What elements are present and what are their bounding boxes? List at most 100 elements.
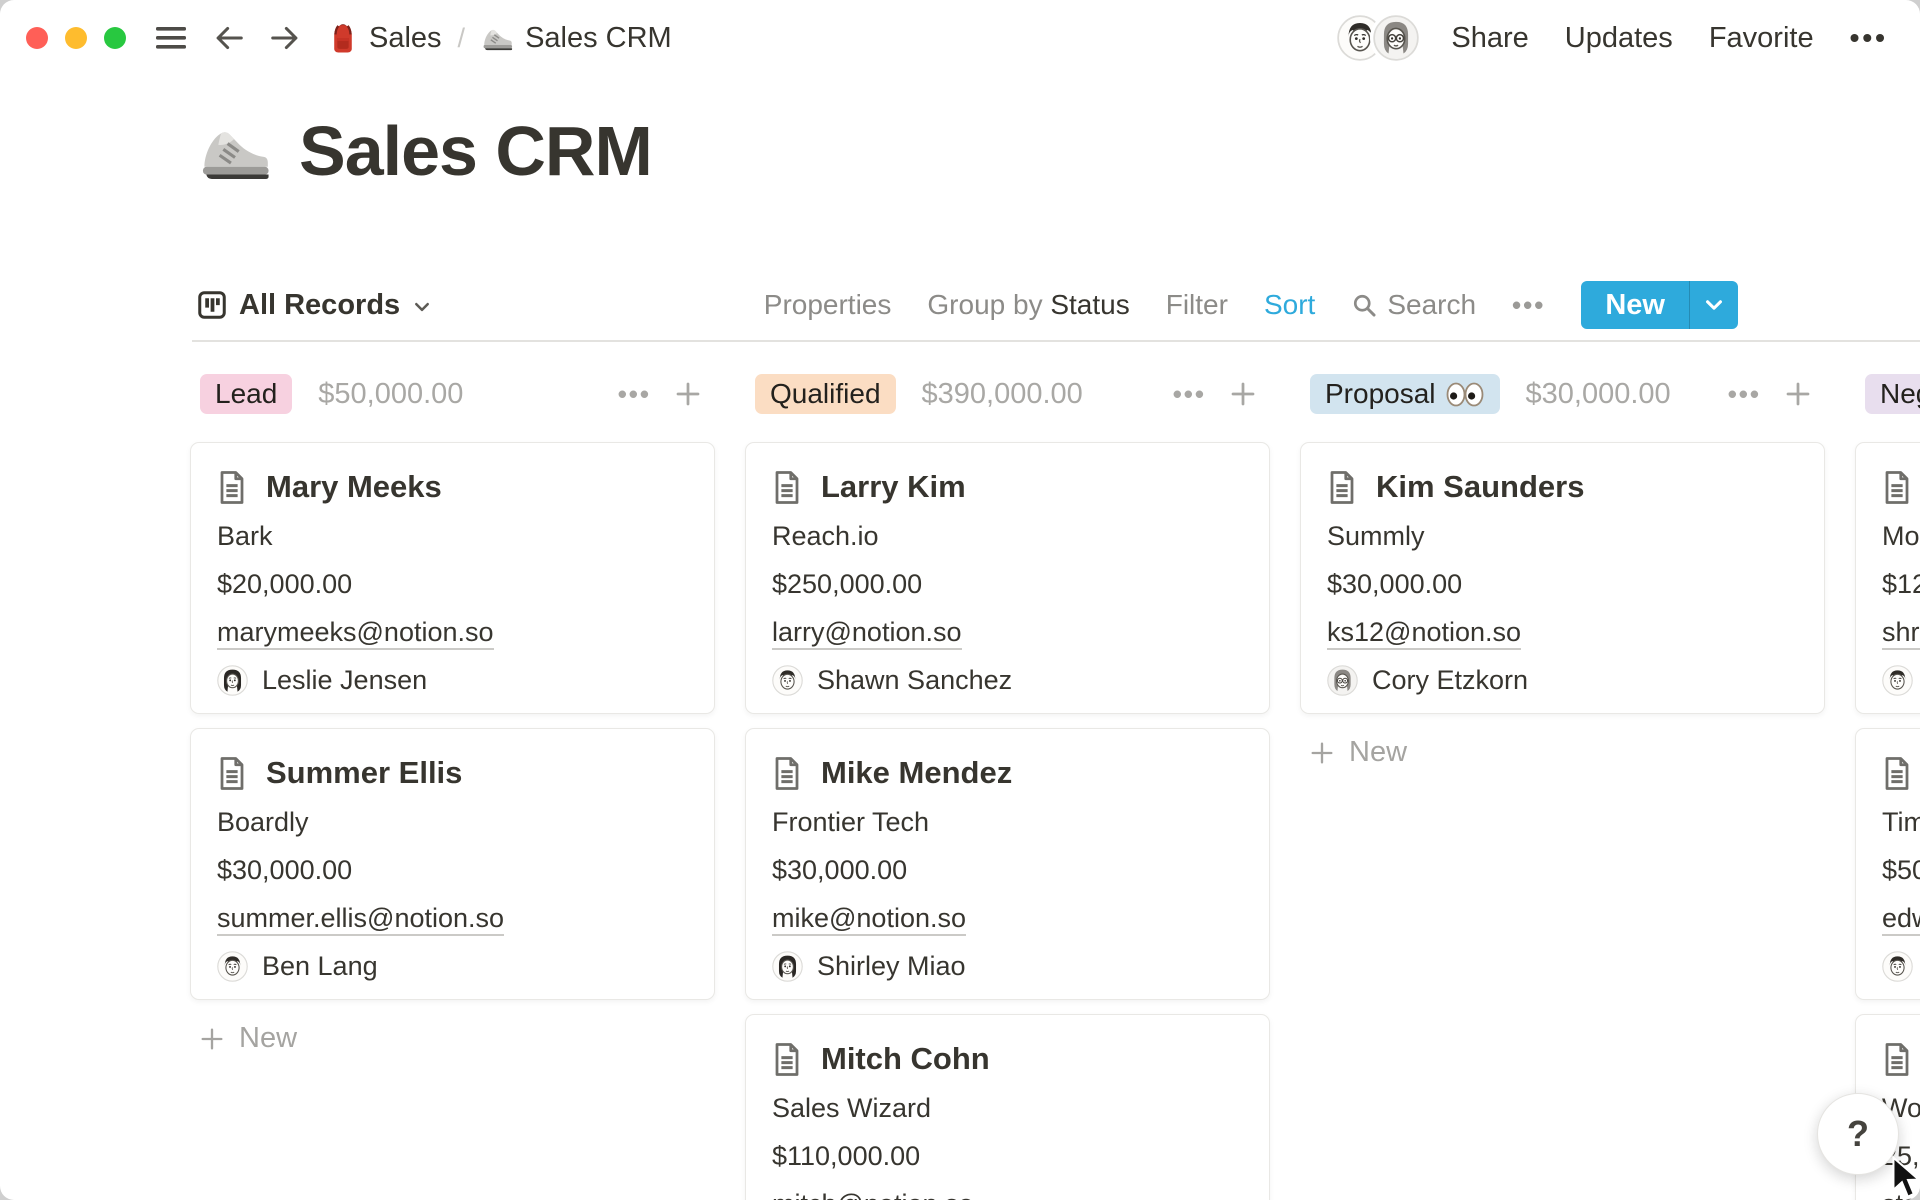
- company-field: Sales Wizard: [772, 1093, 932, 1123]
- status-badge-proposal[interactable]: Proposal: [1310, 374, 1500, 414]
- toolbar-divider: [192, 340, 1920, 342]
- document-icon: [1330, 470, 1354, 504]
- amount-field: $250,000.00: [772, 569, 923, 599]
- record-card[interactable]: Mary Meeks Bark $20,000.00 marymeeks@not…: [190, 442, 715, 714]
- record-card[interactable]: E Tims $50, edwi H: [1855, 728, 1920, 1000]
- person-avatar-icon: [217, 665, 248, 696]
- share-button[interactable]: Share: [1451, 21, 1529, 54]
- breadcrumb-sales[interactable]: Sales: [328, 22, 442, 55]
- amount-field: $20,000.00: [217, 569, 353, 599]
- assignee: Ben Lang: [217, 951, 688, 982]
- add-new-card-button[interactable]: New: [198, 1022, 715, 1055]
- record-card[interactable]: S Mod $125 shria B: [1855, 442, 1920, 714]
- column-add-button[interactable]: [1228, 379, 1258, 409]
- new-record-dropdown-button[interactable]: [1689, 281, 1738, 329]
- column-more-button[interactable]: •••: [1727, 378, 1761, 409]
- status-badge-negotiation[interactable]: Neg: [1865, 374, 1920, 414]
- card-title: Mike Mendez: [821, 755, 1013, 790]
- document-icon: [1885, 1042, 1909, 1076]
- column-more-button[interactable]: •••: [1172, 378, 1206, 409]
- email-link[interactable]: shria: [1882, 617, 1920, 650]
- email-link[interactable]: mike@notion.so: [772, 903, 966, 936]
- window-titlebar: Sales / Sales CRM Share Updates Favorite…: [0, 0, 1920, 76]
- add-new-card-button[interactable]: New: [1308, 736, 1825, 769]
- email-link[interactable]: mitch@notion.so: [772, 1189, 974, 1200]
- sort-button[interactable]: Sort: [1263, 289, 1316, 320]
- page-icon-sneaker[interactable]: [197, 120, 273, 182]
- company-field: Reach.io: [772, 521, 879, 551]
- search-button[interactable]: Search: [1351, 289, 1476, 321]
- assignee: Leslie Jensen: [217, 665, 688, 696]
- record-card[interactable]: Mitch Cohn Sales Wizard $110,000.00 mitc…: [745, 1014, 1270, 1200]
- plus-icon: [1311, 742, 1333, 763]
- document-icon: [775, 1042, 799, 1076]
- record-card[interactable]: Summer Ellis Boardly $30,000.00 summer.e…: [190, 728, 715, 1000]
- email-link[interactable]: stap: [1882, 1189, 1920, 1200]
- updates-button[interactable]: Updates: [1564, 21, 1673, 54]
- breadcrumb-sales-crm[interactable]: Sales CRM: [481, 22, 672, 55]
- properties-button[interactable]: Properties: [763, 289, 892, 320]
- record-card[interactable]: Larry Kim Reach.io $250,000.00 larry@not…: [745, 442, 1270, 714]
- view-more-button[interactable]: •••: [1512, 289, 1546, 320]
- card-title: Kim Saunders: [1376, 469, 1585, 504]
- eyes-icon: [1446, 382, 1483, 406]
- page-title[interactable]: Sales CRM: [299, 112, 653, 190]
- amount-field: $30,000.00: [772, 855, 908, 885]
- assignee-name: Leslie Jensen: [262, 665, 428, 695]
- backpack-icon: [333, 23, 353, 54]
- person-avatar-icon: [1882, 665, 1913, 696]
- status-badge-lead[interactable]: Lead: [200, 374, 293, 414]
- company-field: Bark: [217, 521, 273, 551]
- assignee: Cory Etzkorn: [1327, 665, 1798, 696]
- breadcrumb-label: Sales CRM: [525, 21, 672, 54]
- company-field: Tims: [1882, 807, 1920, 837]
- favorite-button[interactable]: Favorite: [1708, 21, 1814, 54]
- email-link[interactable]: ks12@notion.so: [1327, 617, 1522, 650]
- person-avatar-icon: [1882, 951, 1913, 982]
- column-total: $50,000.00: [318, 377, 464, 410]
- company-field: Boardly: [217, 807, 309, 837]
- amount-field: $30,000.00: [217, 855, 353, 885]
- company-field: Mod: [1882, 521, 1920, 551]
- back-button[interactable]: [212, 23, 246, 53]
- collaborator-avatar: [1373, 15, 1420, 61]
- column-more-button[interactable]: •••: [617, 378, 651, 409]
- breadcrumb-label: Sales: [369, 21, 442, 54]
- close-window-button[interactable]: [26, 27, 48, 49]
- email-link[interactable]: summer.ellis@notion.so: [217, 903, 505, 936]
- zoom-window-button[interactable]: [104, 27, 126, 49]
- assignee: Shawn Sanchez: [772, 665, 1243, 696]
- minimize-window-button[interactable]: [65, 27, 87, 49]
- view-toolbar: All Records Properties Group by Status F…: [197, 281, 1738, 329]
- group-by-button[interactable]: Group by Status: [927, 289, 1130, 320]
- collaborator-avatars[interactable]: [1337, 15, 1420, 61]
- card-title: Summer Ellis: [266, 755, 463, 790]
- amount-field: $125: [1882, 569, 1920, 599]
- window-more-button[interactable]: •••: [1849, 22, 1888, 53]
- column-negotiation: Neg S Mod $125 shria B E: [1855, 372, 1920, 1200]
- record-card[interactable]: Mike Mendez Frontier Tech $30,000.00 mik…: [745, 728, 1270, 1000]
- forward-button[interactable]: [268, 23, 302, 53]
- sidebar-menu-button[interactable]: [154, 25, 188, 51]
- column-add-button[interactable]: [1783, 379, 1813, 409]
- help-button[interactable]: ?: [1817, 1093, 1899, 1175]
- status-badge-qualified[interactable]: Qualified: [755, 374, 896, 414]
- view-name: All Records: [239, 288, 401, 321]
- column-qualified: Qualified $390,000.00 ••• Larry Kim Reac…: [745, 372, 1270, 1200]
- new-record-button[interactable]: New: [1605, 288, 1665, 321]
- filter-button[interactable]: Filter: [1165, 289, 1228, 320]
- assignee-name: Ben Lang: [262, 951, 378, 981]
- sneaker-icon: [482, 29, 513, 51]
- email-link[interactable]: marymeeks@notion.so: [217, 617, 494, 650]
- email-link[interactable]: edwi: [1882, 903, 1920, 936]
- view-switcher[interactable]: All Records: [197, 289, 432, 322]
- document-icon: [220, 470, 244, 504]
- email-link[interactable]: larry@notion.so: [772, 617, 962, 650]
- column-add-button[interactable]: [673, 379, 703, 409]
- record-card[interactable]: Kim Saunders Summly $30,000.00 ks12@noti…: [1300, 442, 1825, 714]
- document-icon: [1885, 470, 1909, 504]
- company-field: Summly: [1327, 521, 1425, 551]
- person-avatar-icon: [772, 951, 803, 982]
- document-icon: [1885, 756, 1909, 790]
